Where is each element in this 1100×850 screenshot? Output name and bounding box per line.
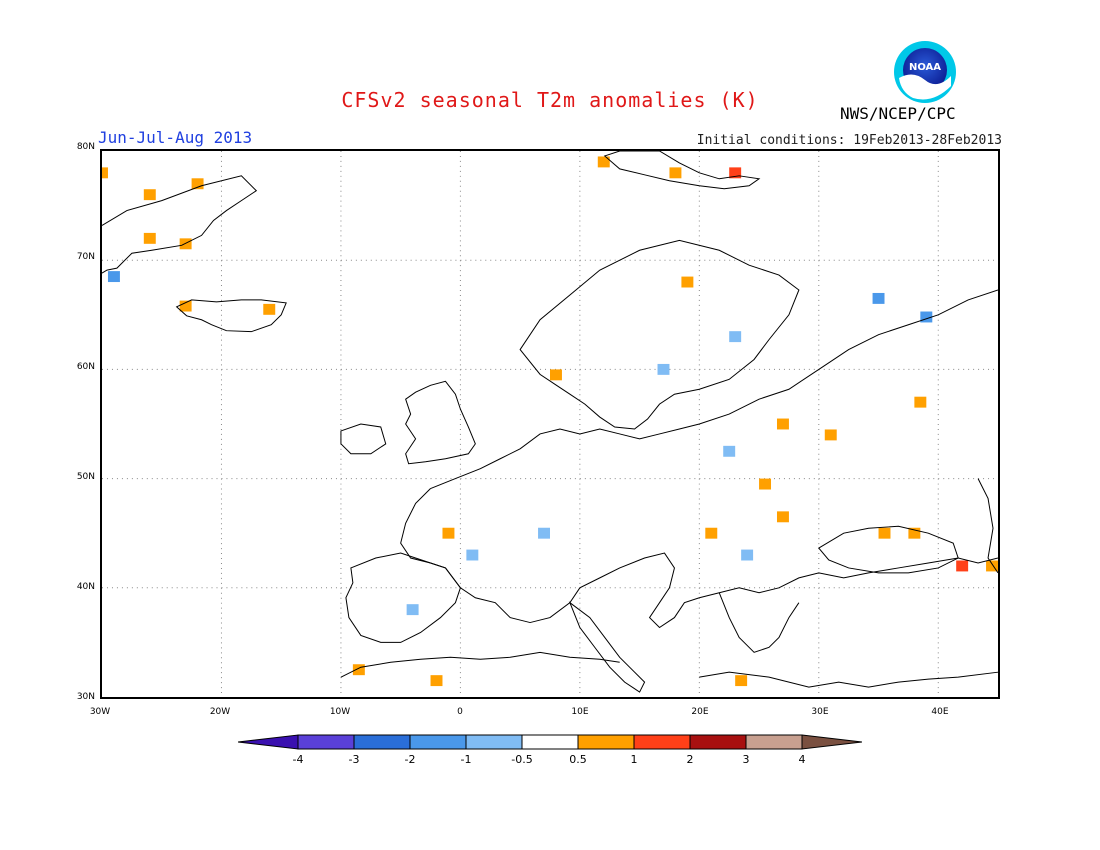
anomaly-cell: [352, 664, 365, 676]
colorbar-label: -2: [404, 753, 416, 766]
season-label: Jun-Jul-Aug 2013: [98, 128, 253, 147]
colorbar-label: 1: [630, 753, 638, 766]
anomaly-cell: [705, 527, 718, 539]
anomaly-cell: [191, 178, 204, 190]
anomaly-cell: [669, 167, 682, 179]
colorbar-segment: [353, 734, 411, 750]
colorbar-segment: [577, 734, 635, 750]
logo-text: NOAA: [909, 62, 941, 73]
anomaly-cell: [406, 604, 419, 616]
anomaly-cell: [657, 363, 670, 375]
colorbar-label: 3: [742, 753, 750, 766]
anomaly-cell: [681, 276, 694, 288]
colorbar-segment: [465, 734, 523, 750]
colorbar-label: 2: [686, 753, 694, 766]
coastlines: [102, 151, 998, 693]
colorbar-min-arrow: [238, 734, 299, 750]
map-gridlines: [102, 151, 998, 697]
anomaly-cell: [430, 675, 443, 687]
lon-tick-0: 0: [457, 707, 463, 717]
anomaly-cell: [143, 232, 156, 244]
map-panel: [100, 149, 1000, 699]
lat-tick-30n: 30N: [76, 692, 95, 702]
chart-title: CFSv2 seasonal T2m anomalies (K): [341, 88, 759, 112]
colorbar-max-arrow: [801, 734, 862, 750]
colorbar-segment: [521, 734, 579, 750]
anomaly-cell: [597, 156, 610, 168]
anomaly-cell: [956, 560, 969, 572]
anomaly-cell: [107, 271, 120, 283]
anomaly-cell: [824, 429, 837, 441]
anomaly-cell: [986, 560, 998, 572]
lat-tick-60n: 60N: [76, 362, 95, 372]
lon-tick-20e: 20E: [691, 707, 709, 717]
lon-tick-10e: 10E: [571, 707, 589, 717]
colorbar-label: -0.5: [511, 753, 533, 766]
anomaly-cell: [550, 369, 562, 381]
agency-label: NWS/NCEP/CPC: [840, 104, 956, 123]
colorbar-segment: [297, 734, 355, 750]
colorbar-segment: [633, 734, 691, 750]
lat-tick-50n: 50N: [76, 472, 95, 482]
anomaly-cell: [776, 511, 789, 523]
colorbar-label: -1: [460, 753, 472, 766]
anomaly-cells: [102, 156, 998, 687]
anomaly-cell: [466, 549, 479, 561]
anomaly-cell: [920, 311, 933, 323]
colorbar-segment: [745, 734, 803, 750]
colorbar-label: 4: [798, 753, 806, 766]
anomaly-cell: [442, 527, 455, 539]
anomaly-cell: [179, 300, 192, 312]
colorbar: [238, 734, 862, 750]
anomaly-cell: [723, 445, 736, 457]
anomaly-cell: [776, 418, 789, 430]
lon-tick-30e: 30E: [811, 707, 829, 717]
lon-tick-10w: 10W: [329, 707, 351, 717]
anomaly-cell: [908, 527, 921, 539]
anomaly-cell: [872, 292, 885, 304]
anomaly-cell: [729, 331, 742, 343]
colorbar-segment: [689, 734, 747, 750]
colorbar-label: 0.5: [569, 753, 587, 766]
anomaly-cell: [735, 675, 748, 687]
anomaly-cell: [729, 167, 742, 179]
lat-tick-40n: 40N: [76, 582, 95, 592]
lon-tick-20w: 20W: [209, 707, 231, 717]
colorbar-segment: [409, 734, 467, 750]
lat-tick-70n: 70N: [76, 252, 95, 262]
lat-tick-80n: 80N: [76, 142, 95, 152]
anomaly-cell: [538, 527, 550, 539]
map-canvas: [102, 151, 998, 697]
anomaly-cell: [914, 396, 927, 408]
anomaly-cell: [878, 527, 891, 539]
lon-tick-30w: 30W: [89, 707, 111, 717]
anomaly-cell: [143, 189, 156, 201]
initial-conditions-label: Initial conditions: 19Feb2013-28Feb2013: [696, 133, 1002, 148]
anomaly-cell: [741, 549, 754, 561]
anomaly-cell: [759, 478, 772, 490]
colorbar-label: -3: [348, 753, 360, 766]
colorbar-label: -4: [292, 753, 304, 766]
lon-tick-40e: 40E: [931, 707, 949, 717]
anomaly-cell: [102, 167, 108, 179]
noaa-logo-icon: NOAA: [894, 41, 956, 103]
anomaly-cell: [263, 303, 276, 315]
